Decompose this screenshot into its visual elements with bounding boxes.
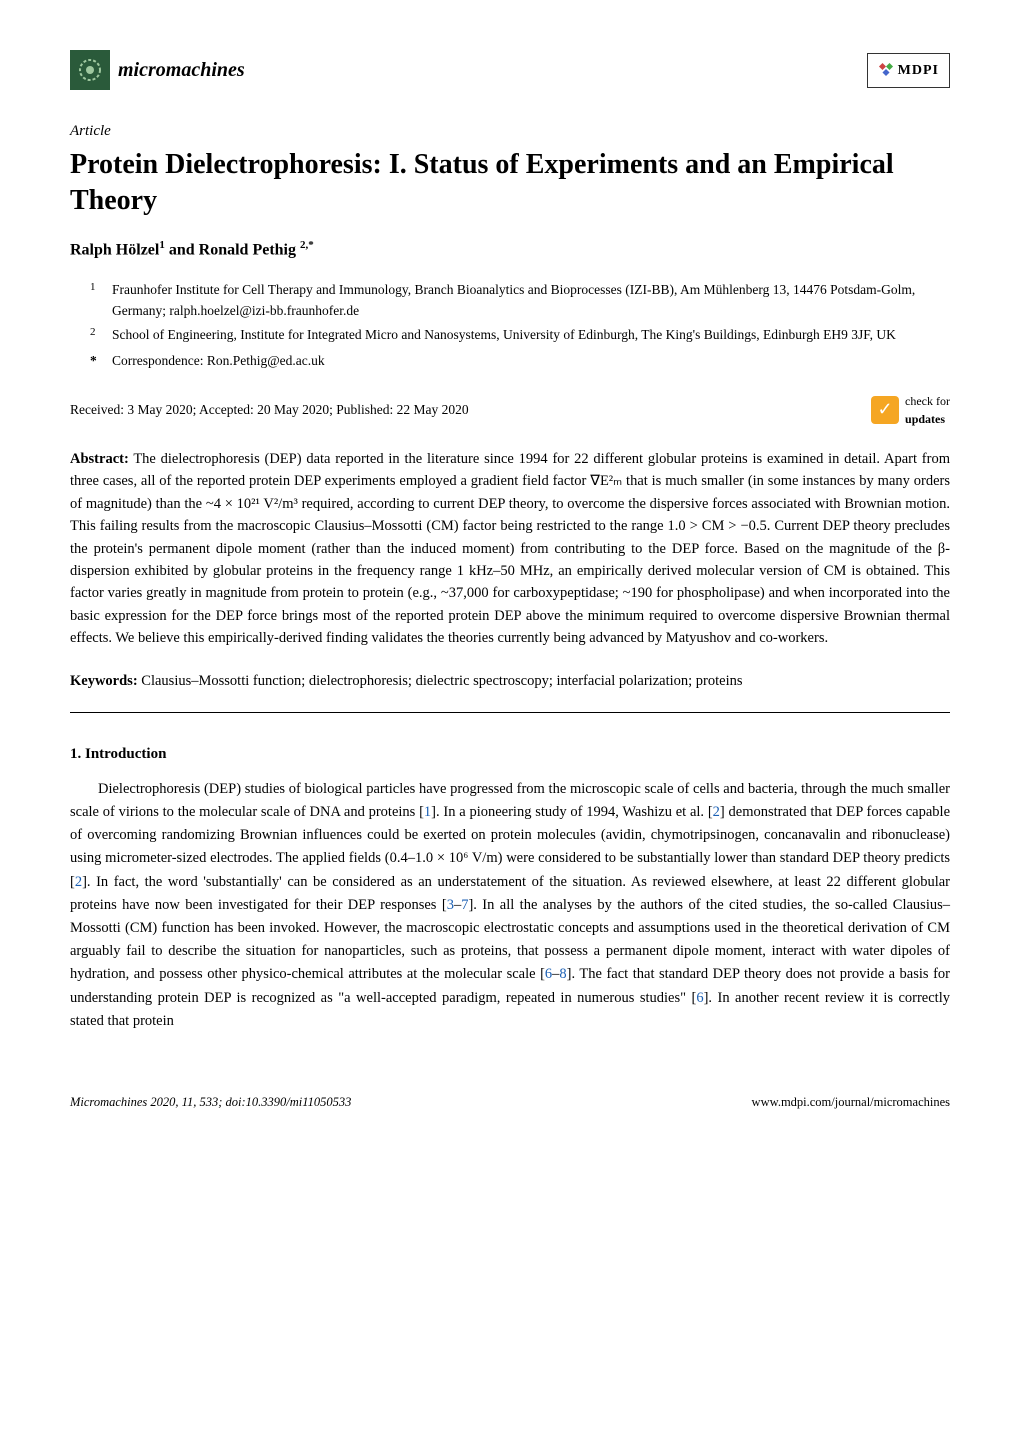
- journal-logo: micromachines: [70, 50, 245, 90]
- publisher-logo: MDPI: [867, 53, 950, 88]
- correspondence-marker: *: [90, 351, 102, 371]
- affiliation-text: Fraunhofer Institute for Cell Therapy an…: [112, 279, 950, 322]
- ref-link[interactable]: 3: [447, 897, 454, 913]
- footer-right[interactable]: www.mdpi.com/journal/micromachines: [752, 1093, 950, 1112]
- check-updates-line2: updates: [905, 410, 950, 428]
- keywords: Keywords: Clausius–Mossotti function; di…: [70, 670, 950, 692]
- affiliation-num: 1: [90, 279, 102, 322]
- journal-logo-icon: [70, 50, 110, 90]
- abstract: Abstract: The dielectrophoresis (DEP) da…: [70, 448, 950, 650]
- correspondence-text: Correspondence: Ron.Pethig@ed.ac.uk: [112, 351, 325, 371]
- ref-link[interactable]: 8: [559, 966, 566, 982]
- footer-left: Micromachines 2020, 11, 533; doi:10.3390…: [70, 1093, 351, 1112]
- section-heading: 1. Introduction: [70, 743, 950, 766]
- check-updates-label: check for updates: [905, 392, 950, 428]
- author-and: and: [165, 242, 199, 259]
- check-updates-badge[interactable]: ✓ check for updates: [871, 392, 950, 428]
- article-title: Protein Dielectrophoresis: I. Status of …: [70, 147, 950, 220]
- publisher-logo-text: MDPI: [898, 60, 939, 81]
- author-2: Ronald Pethig: [199, 242, 296, 259]
- gear-leaf-icon: [75, 55, 105, 85]
- ref-link[interactable]: 2: [75, 874, 82, 890]
- affiliations: 1 Fraunhofer Institute for Cell Therapy …: [70, 279, 950, 346]
- mdpi-icon: [878, 62, 894, 78]
- check-updates-icon: ✓: [871, 396, 899, 424]
- abstract-text: The dielectrophoresis (DEP) data reporte…: [70, 451, 950, 647]
- affiliation-item: 2 School of Engineering, Institute for I…: [90, 324, 950, 346]
- header-row: micromachines MDPI: [70, 50, 950, 90]
- text: ]. In a pioneering study of 1994, Washiz…: [431, 804, 713, 820]
- author-2-sup: 2,*: [300, 239, 314, 251]
- authors: Ralph Hölzel1 and Ronald Pethig 2,*: [70, 237, 950, 262]
- affiliation-num: 2: [90, 324, 102, 346]
- ref-link[interactable]: 6: [696, 990, 703, 1006]
- dates-text: Received: 3 May 2020; Accepted: 20 May 2…: [70, 400, 469, 420]
- intro-paragraph: Dielectrophoresis (DEP) studies of biolo…: [70, 778, 950, 1033]
- affiliation-text: School of Engineering, Institute for Int…: [112, 324, 896, 346]
- keywords-label: Keywords:: [70, 673, 138, 689]
- article-type: Article: [70, 120, 950, 143]
- section-rule: [70, 712, 950, 713]
- author-1: Ralph Hölzel: [70, 242, 159, 259]
- abstract-label: Abstract:: [70, 451, 129, 467]
- affiliation-item: 1 Fraunhofer Institute for Cell Therapy …: [90, 279, 950, 322]
- ref-link[interactable]: 2: [713, 804, 720, 820]
- footer-left-text: Micromachines 2020, 11, 533; doi:10.3390…: [70, 1095, 351, 1109]
- correspondence: * Correspondence: Ron.Pethig@ed.ac.uk: [70, 351, 950, 371]
- dates-row: Received: 3 May 2020; Accepted: 20 May 2…: [70, 392, 950, 428]
- keywords-text: Clausius–Mossotti function; dielectropho…: [138, 673, 743, 689]
- check-updates-line1: check for: [905, 392, 950, 410]
- footer: Micromachines 2020, 11, 533; doi:10.3390…: [70, 1093, 950, 1112]
- journal-name: micromachines: [118, 55, 245, 85]
